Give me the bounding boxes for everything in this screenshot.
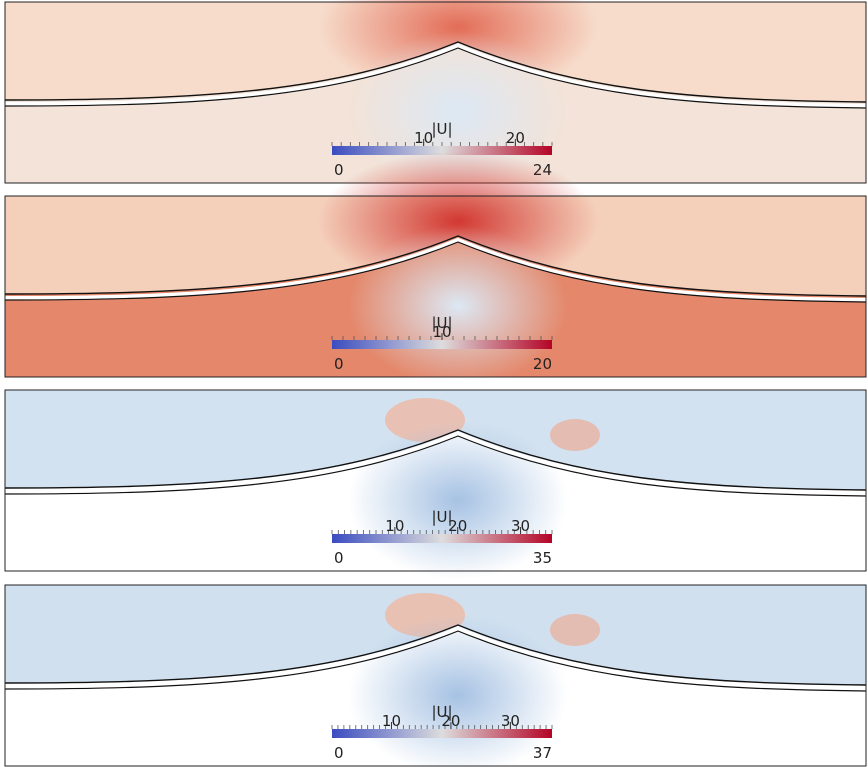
colorbar-tick-label: 20 xyxy=(506,129,525,147)
colorbar-max: 35 xyxy=(533,549,552,567)
colorbar-tick-label: 30 xyxy=(511,517,530,535)
colorbar-tick-label: 20 xyxy=(448,517,467,535)
colorbar-min: 0 xyxy=(334,549,344,567)
colorbar-min: 0 xyxy=(334,161,344,179)
figure: |U|1020024|U|10020|U|102030035|U|1020300… xyxy=(0,0,868,767)
colorbar-tick-label: 10 xyxy=(382,712,401,730)
colorbar-tick-label: 30 xyxy=(501,712,520,730)
colorbar-min: 0 xyxy=(334,744,344,762)
colorbar-max: 20 xyxy=(533,355,552,373)
colorbar-tick-label: 10 xyxy=(414,129,433,147)
colorbar xyxy=(332,340,552,349)
colorbar-min: 0 xyxy=(334,355,344,373)
field-hotspot xyxy=(550,614,600,646)
colorbar-max: 37 xyxy=(533,744,552,762)
colorbar-tick-label: 20 xyxy=(441,712,460,730)
colorbar xyxy=(332,729,552,738)
colorbar xyxy=(332,534,552,543)
field-hotspot xyxy=(550,419,600,451)
colorbar-title: |U| xyxy=(431,120,452,138)
colorbar-tick-label: 10 xyxy=(432,323,451,341)
colorbar-tick-label: 10 xyxy=(385,517,404,535)
